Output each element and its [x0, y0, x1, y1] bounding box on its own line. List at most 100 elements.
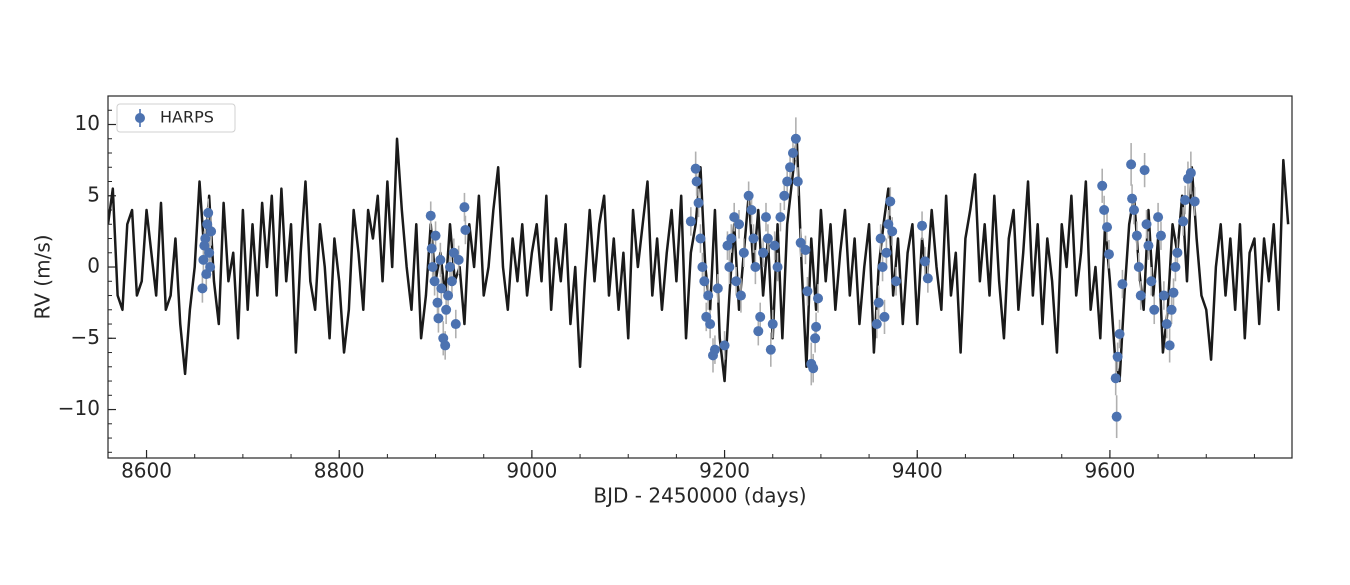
data-point [459, 202, 470, 213]
data-point [1129, 205, 1140, 216]
data-point [1170, 262, 1181, 273]
data-point [1135, 290, 1146, 301]
data-point [435, 254, 446, 265]
data-point [705, 319, 716, 330]
data-point [448, 247, 459, 258]
data-point [775, 212, 786, 223]
data-point [735, 290, 746, 301]
data-point [427, 262, 438, 273]
data-point [881, 247, 892, 258]
data-point [758, 247, 769, 258]
x-tick-label: 9200 [699, 459, 750, 483]
data-point [1141, 219, 1152, 230]
data-point [712, 283, 723, 294]
data-point [885, 196, 896, 207]
data-point [1146, 276, 1157, 287]
data-point [1180, 195, 1191, 206]
data-point [792, 176, 803, 187]
data-point [729, 212, 740, 223]
y-axis-label: RV (m/s) [31, 234, 55, 319]
data-point [709, 344, 720, 355]
data-point [1127, 193, 1138, 204]
data-point [425, 210, 436, 221]
data-point [873, 297, 884, 308]
data-point [443, 290, 454, 301]
data-point [877, 262, 888, 273]
data-point [1164, 340, 1175, 351]
data-point [753, 326, 764, 337]
data-point [782, 176, 793, 187]
data-point [1110, 373, 1121, 384]
data-point [762, 233, 773, 244]
data-point [1126, 159, 1137, 170]
data-point [1112, 351, 1123, 362]
data-point [787, 148, 798, 159]
data-point [1114, 329, 1125, 340]
data-point [1153, 212, 1164, 223]
data-point [1155, 230, 1166, 241]
data-point [453, 254, 464, 265]
data-point [810, 333, 821, 344]
data-point [922, 273, 933, 284]
data-point [1189, 196, 1200, 207]
legend-marker [135, 113, 145, 123]
data-point [1139, 165, 1150, 176]
data-point [734, 219, 745, 230]
data-point [879, 311, 890, 322]
data-point [795, 237, 806, 248]
x-tick-label: 9000 [506, 459, 557, 483]
data-point [871, 319, 882, 330]
data-point [1099, 205, 1110, 216]
data-point [426, 243, 437, 254]
data-point [204, 247, 215, 258]
data-point [769, 240, 780, 251]
data-point [765, 344, 776, 355]
y-tick-label: 0 [87, 254, 100, 278]
data-point [433, 313, 444, 324]
data-point [690, 163, 701, 174]
data-point [205, 262, 216, 273]
data-point [875, 233, 886, 244]
data-point [440, 340, 451, 351]
data-point [891, 276, 902, 287]
data-point [813, 293, 824, 304]
data-point [436, 283, 447, 294]
data-point [699, 276, 710, 287]
data-point [767, 319, 778, 330]
y-tick-label: 5 [87, 182, 100, 206]
data-point [811, 321, 822, 332]
y-tick-label: 10 [75, 111, 100, 135]
data-point [919, 256, 930, 267]
data-point [887, 226, 898, 237]
data-point [731, 276, 742, 287]
data-point [429, 276, 440, 287]
data-point [772, 262, 783, 273]
x-tick-label: 9600 [1084, 459, 1135, 483]
y-tick-label: −5 [71, 325, 100, 349]
data-point [719, 340, 730, 351]
data-point [697, 262, 708, 273]
data-point [685, 216, 696, 227]
data-point [430, 230, 441, 241]
x-tick-label: 8800 [314, 459, 365, 483]
data-point [748, 233, 759, 244]
data-point [460, 224, 471, 235]
data-point [750, 262, 761, 273]
data-point [691, 176, 702, 187]
data-point [1172, 247, 1183, 258]
data-point [779, 190, 790, 201]
data-point [1158, 290, 1169, 301]
data-point [755, 311, 766, 322]
plot-area [108, 117, 1290, 439]
data-point [1185, 167, 1196, 178]
data-point [446, 276, 457, 287]
data-point [800, 244, 811, 255]
data-point [1161, 319, 1172, 330]
data-point [802, 286, 813, 297]
data-point [917, 220, 928, 231]
data-point [1111, 411, 1122, 422]
data-point [1103, 249, 1114, 260]
legend-label: HARPS [160, 108, 214, 127]
data-point [1149, 304, 1160, 315]
